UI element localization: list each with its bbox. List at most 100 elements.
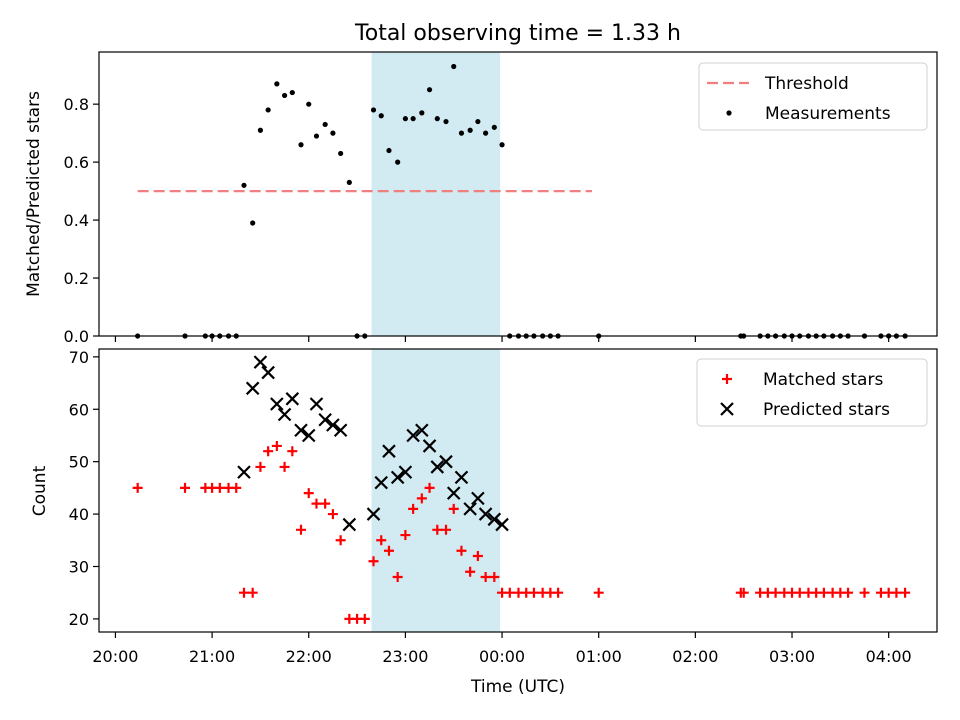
measurements-point [426,87,433,93]
matched-stars-point [448,503,459,514]
matched-stars-point [238,587,249,598]
top-y-tick-label: 0.0 [64,327,89,346]
matched-stars-point [400,530,411,541]
predicted-stars-point [245,381,260,396]
predicted-stars-point [463,502,477,516]
predicted-stars-point [326,418,340,432]
matched-stars-point [843,587,854,598]
measurements-point [289,89,295,96]
matched-stars-point [247,587,258,598]
matched-stars-point [320,498,331,509]
matched-stars-point [456,545,467,556]
matched-stars-point [504,587,515,598]
predicted-stars-point [374,475,389,490]
measurements-point [250,220,256,226]
predicted-stars-point [478,507,493,521]
predicted-stars-point [382,444,396,458]
measurements-point [346,179,352,186]
matched-stars-point [296,524,307,535]
matched-stars-point [303,488,314,499]
measurements-point [306,101,312,107]
measurements-point [451,63,457,70]
bottom-panel: 20 30 40 50 60 70 20:00 21:00 22:00 23:00 00:00 01… [30,348,938,697]
top-y-tick-label: 0.2 [64,269,89,288]
matched-stars-point [376,535,387,546]
matched-stars-point [770,587,781,598]
predicted-stars-point [422,439,437,453]
x-tick-label: 21:00 [189,647,235,666]
measurements-point [443,118,449,125]
predicted-stars-point [270,397,284,411]
predicted-stars-point [430,460,445,474]
measurements-point [378,113,384,119]
x-tick-label: 02:00 [672,647,718,666]
top-legend-label: Measurements [765,104,891,124]
bottom-shaded-span [371,349,501,632]
predicted-stars-point [261,365,275,380]
bottom-y-tick-label: 20 [69,610,89,629]
measurements-point [467,127,473,133]
predicted-stars-point [333,423,348,438]
predicted-stars-point [415,423,429,438]
top-legend-measurements-swatch [726,110,732,116]
predicted-stars-point [398,465,413,479]
predicted-stars-point [495,517,509,532]
x-tick-label: 01:00 [576,647,622,666]
bottom-y-tick-label: 40 [69,505,89,524]
predicted-stars-point [253,355,268,369]
matched-stars-point [891,587,902,598]
x-tick-label: 00:00 [479,647,525,666]
matched-stars-point [859,587,870,598]
top-panel: 0.00.20.40.60.8 Matched/Predicted stars … [24,51,938,346]
x-tick-label: 22:00 [286,647,332,666]
measurements-point [338,150,344,157]
measurements-point [298,142,304,148]
matched-stars-point [327,509,338,520]
measurements-point [483,130,489,136]
matched-stars-point [408,503,419,514]
x-tick-label: 03:00 [769,647,815,666]
predicted-stars-point [366,507,381,521]
matched-stars-point [472,551,483,562]
measurements-point [330,130,336,136]
bottom-legend-predicted-swatch [720,402,734,416]
bottom-y-axis-label: Count [30,465,50,516]
predicted-stars-point [294,423,308,438]
measurements-point [419,110,425,116]
matched-stars-point [416,493,427,504]
measurements-point [257,127,264,133]
predicted-stars-point [342,517,357,532]
bottom-y-tick-label: 70 [69,348,89,367]
matched-stars-point [271,440,282,451]
matched-stars-point [794,587,805,598]
bottom-panel-frame [98,348,938,633]
matched-stars-point [553,587,564,598]
bottom-y-tick-label: 30 [69,557,89,576]
measurements-point [265,107,271,113]
matched-stars-point [368,556,379,567]
matched-stars-point [528,587,539,598]
measurements-point [241,182,247,188]
matched-stars-point [465,566,476,577]
matched-stars-point [392,571,403,582]
x-tick-label: 23:00 [382,647,428,666]
matched-stars-point [263,446,274,457]
matched-stars-point [432,524,443,535]
predicted-stars-point [277,407,292,422]
matched-stars-point [424,482,435,493]
matched-stars-point [335,535,346,546]
measurements-point [386,147,392,154]
x-axis-label: Time (UTC) [470,677,565,697]
predicted-stars-point [471,491,485,506]
top-legend-box [698,62,928,131]
matched-stars-point [214,482,225,493]
bottom-legend-matched-swatch [722,374,732,384]
top-y-tick-label: 0.4 [64,211,89,230]
measurements-point [322,121,328,128]
measurements-point [410,116,416,122]
matched-stars-point [383,545,394,556]
matched-stars-point [818,587,829,598]
matched-stars-point [132,482,143,493]
measurements-point [274,81,280,87]
